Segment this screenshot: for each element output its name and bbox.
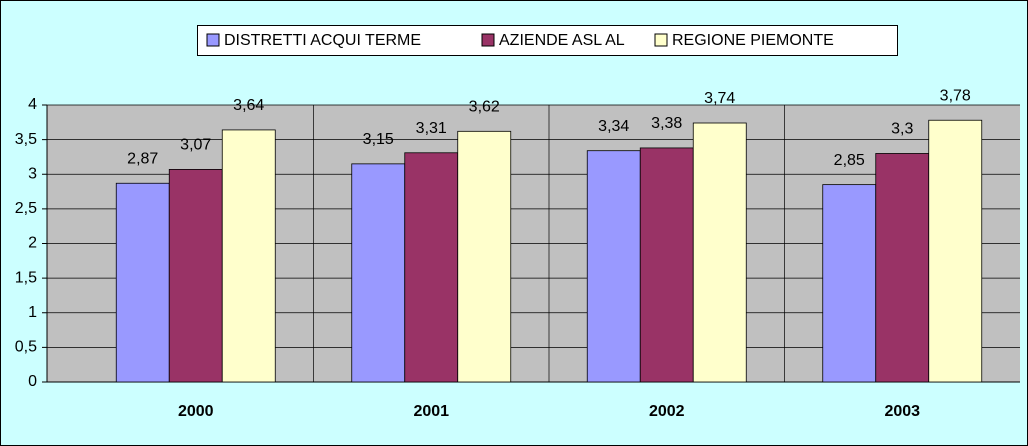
data-label: 3,31	[416, 120, 447, 137]
bar	[457, 130, 512, 383]
bar	[639, 147, 694, 383]
y-tick-label: 0,5	[15, 339, 37, 356]
bar	[875, 153, 930, 383]
y-tick-label: 1,5	[15, 269, 37, 286]
legend-box	[197, 25, 898, 56]
data-label: 3,74	[704, 90, 735, 107]
data-label: 3,34	[598, 118, 629, 135]
legend-label: DISTRETTI ACQUI TERME	[224, 32, 421, 49]
bar	[822, 184, 877, 383]
bar	[404, 152, 459, 383]
bar	[928, 119, 983, 383]
y-tick-label: 0	[28, 373, 37, 390]
data-label: 3,15	[363, 131, 394, 148]
bar	[168, 169, 223, 383]
data-label: 3,78	[940, 87, 971, 104]
legend-swatch	[654, 33, 668, 47]
y-tick-label: 4	[28, 96, 37, 113]
data-label: 3,3	[891, 121, 913, 138]
data-label: 3,62	[469, 99, 500, 116]
x-tick-label: 2003	[884, 403, 920, 420]
bar	[586, 150, 641, 383]
legend-swatch	[481, 33, 495, 47]
data-label: 3,07	[180, 137, 211, 154]
y-tick-label: 2,5	[15, 200, 37, 217]
bar	[692, 122, 747, 383]
bar	[115, 182, 170, 383]
x-tick-label: 2002	[649, 403, 685, 420]
y-tick-label: 3	[28, 165, 37, 182]
data-label: 3,38	[651, 115, 682, 132]
legend-swatch	[206, 33, 220, 47]
y-tick-label: 1	[28, 304, 37, 321]
x-tick-label: 2001	[413, 403, 449, 420]
data-label: 2,87	[127, 150, 158, 167]
legend-label: AZIENDE ASL AL	[499, 32, 625, 49]
bar	[221, 129, 276, 383]
data-label: 3,64	[233, 97, 264, 114]
bar	[351, 163, 406, 383]
y-tick-label: 2	[28, 235, 37, 252]
x-tick-label: 2000	[178, 403, 214, 420]
y-tick-label: 3,5	[15, 131, 37, 148]
legend-label: REGIONE PIEMONTE	[672, 32, 834, 49]
data-label: 2,85	[834, 152, 865, 169]
